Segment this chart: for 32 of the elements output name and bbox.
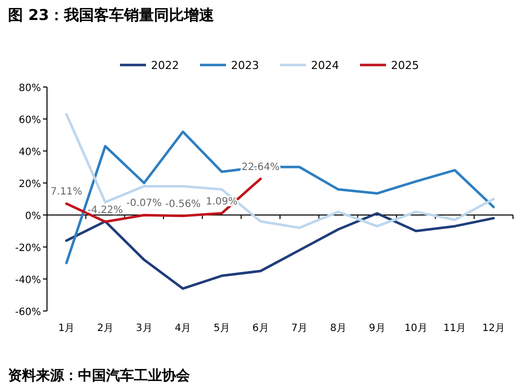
- y-tick-label: -40%: [15, 275, 41, 286]
- legend-label: 2024: [311, 59, 339, 72]
- x-tick-label: 4月: [174, 323, 192, 334]
- x-tick-label: 2月: [97, 323, 114, 334]
- x-tick-label: 7月: [291, 323, 308, 334]
- y-tick-label: -60%: [15, 307, 41, 318]
- y-tick-label: 60%: [18, 115, 41, 126]
- line-series: [65, 212, 495, 290]
- y-tick-label: 80%: [18, 83, 41, 94]
- text: 资料来源：中国汽车工业协会: [8, 367, 191, 384]
- x-tick-label: 3月: [136, 323, 152, 334]
- data-label: -4.22%: [88, 204, 123, 216]
- y-tick-label: 40%: [18, 147, 41, 158]
- x-tick-label: 12月: [482, 323, 505, 334]
- x-tick-label: 5月: [214, 323, 230, 334]
- x-tick-label: 9月: [368, 323, 386, 334]
- x-tick-label: 10月: [404, 323, 428, 334]
- x-tick-label: 11月: [443, 323, 466, 334]
- data-label: 22.64%: [242, 162, 280, 173]
- x-tick-label: 8月: [330, 323, 346, 334]
- data-label: -0.56%: [165, 198, 201, 210]
- legend-label: 2025: [391, 59, 419, 72]
- legend-label: 2022: [151, 59, 179, 72]
- y-tick-label: -20%: [15, 243, 41, 254]
- x-tick-label: 6月: [252, 323, 269, 334]
- y-tick-label: 20%: [18, 179, 41, 190]
- y-tick-label: 0%: [25, 211, 41, 222]
- chart-title: 图 23：我国客车销量同比增速: [8, 6, 216, 24]
- x-tick-label: 1月: [58, 323, 75, 334]
- legend-label: 2023: [231, 59, 259, 72]
- data-label: 7.11%: [50, 186, 82, 198]
- data-label: -0.07%: [126, 198, 162, 210]
